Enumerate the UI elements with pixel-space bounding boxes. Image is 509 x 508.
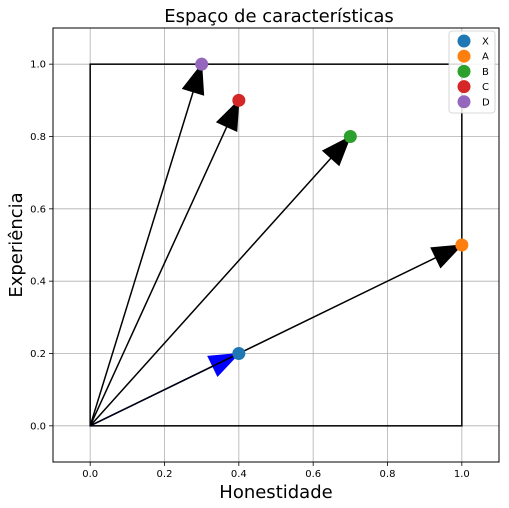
vector-shaft <box>89 257 437 427</box>
x-axis-label: Honestidade <box>219 482 332 503</box>
vector-d <box>89 62 205 427</box>
chart-title: Espaço de características <box>164 6 394 27</box>
y-axis-label: Experiência <box>6 192 27 297</box>
x-tick-label: 1.0 <box>454 469 470 480</box>
legend-entry-label: X <box>482 37 489 48</box>
legend-marker <box>457 34 471 48</box>
x-tick-label: 0.6 <box>305 469 321 480</box>
vector-shaft <box>89 126 228 427</box>
x-tick-label: 0.4 <box>231 469 247 480</box>
y-tick-label: 0.8 <box>30 132 46 143</box>
point-b <box>343 130 357 143</box>
vectors <box>89 62 464 427</box>
vector-arrowhead <box>215 99 240 133</box>
legend-marker <box>457 80 471 94</box>
point-x <box>232 347 246 360</box>
x-tick-label: 0.2 <box>157 469 173 480</box>
legend-entry-label: A <box>482 52 489 63</box>
axis-ticks: 0.0 0.2 0.4 0.6 0.8 1.0 0.0 0.2 0.4 0.6 0.8 1.0 <box>30 60 470 480</box>
x-tick-label: 0.8 <box>380 469 396 480</box>
vector-arrowhead <box>430 244 464 269</box>
y-tick-label: 0.0 <box>30 421 46 432</box>
point-a <box>455 238 469 252</box>
y-tick-label: 0.6 <box>30 204 46 215</box>
legend-marker <box>457 49 471 63</box>
legend-marker <box>457 95 471 109</box>
legend-marker <box>457 64 471 78</box>
y-tick-label: 1.0 <box>30 60 46 71</box>
vector-arrowhead <box>321 135 352 167</box>
vector-a <box>89 244 464 427</box>
legend-entry-label: C <box>482 82 489 93</box>
plot-area-border <box>52 27 500 463</box>
vector-shaft <box>89 157 332 427</box>
legend-entry-label: B <box>482 67 489 78</box>
x-tick-label: 0.0 <box>82 469 98 480</box>
point-d <box>195 57 209 71</box>
y-tick-label: 0.4 <box>30 277 46 288</box>
vector-b <box>89 135 352 427</box>
legend-entry-label: D <box>482 97 490 108</box>
grid <box>53 28 499 462</box>
vector-arrowhead <box>181 62 205 96</box>
vector-shaft <box>89 91 194 427</box>
point-c <box>232 93 246 107</box>
vector-c <box>89 99 240 427</box>
data-points <box>195 57 469 360</box>
y-tick-label: 0.2 <box>30 349 46 360</box>
